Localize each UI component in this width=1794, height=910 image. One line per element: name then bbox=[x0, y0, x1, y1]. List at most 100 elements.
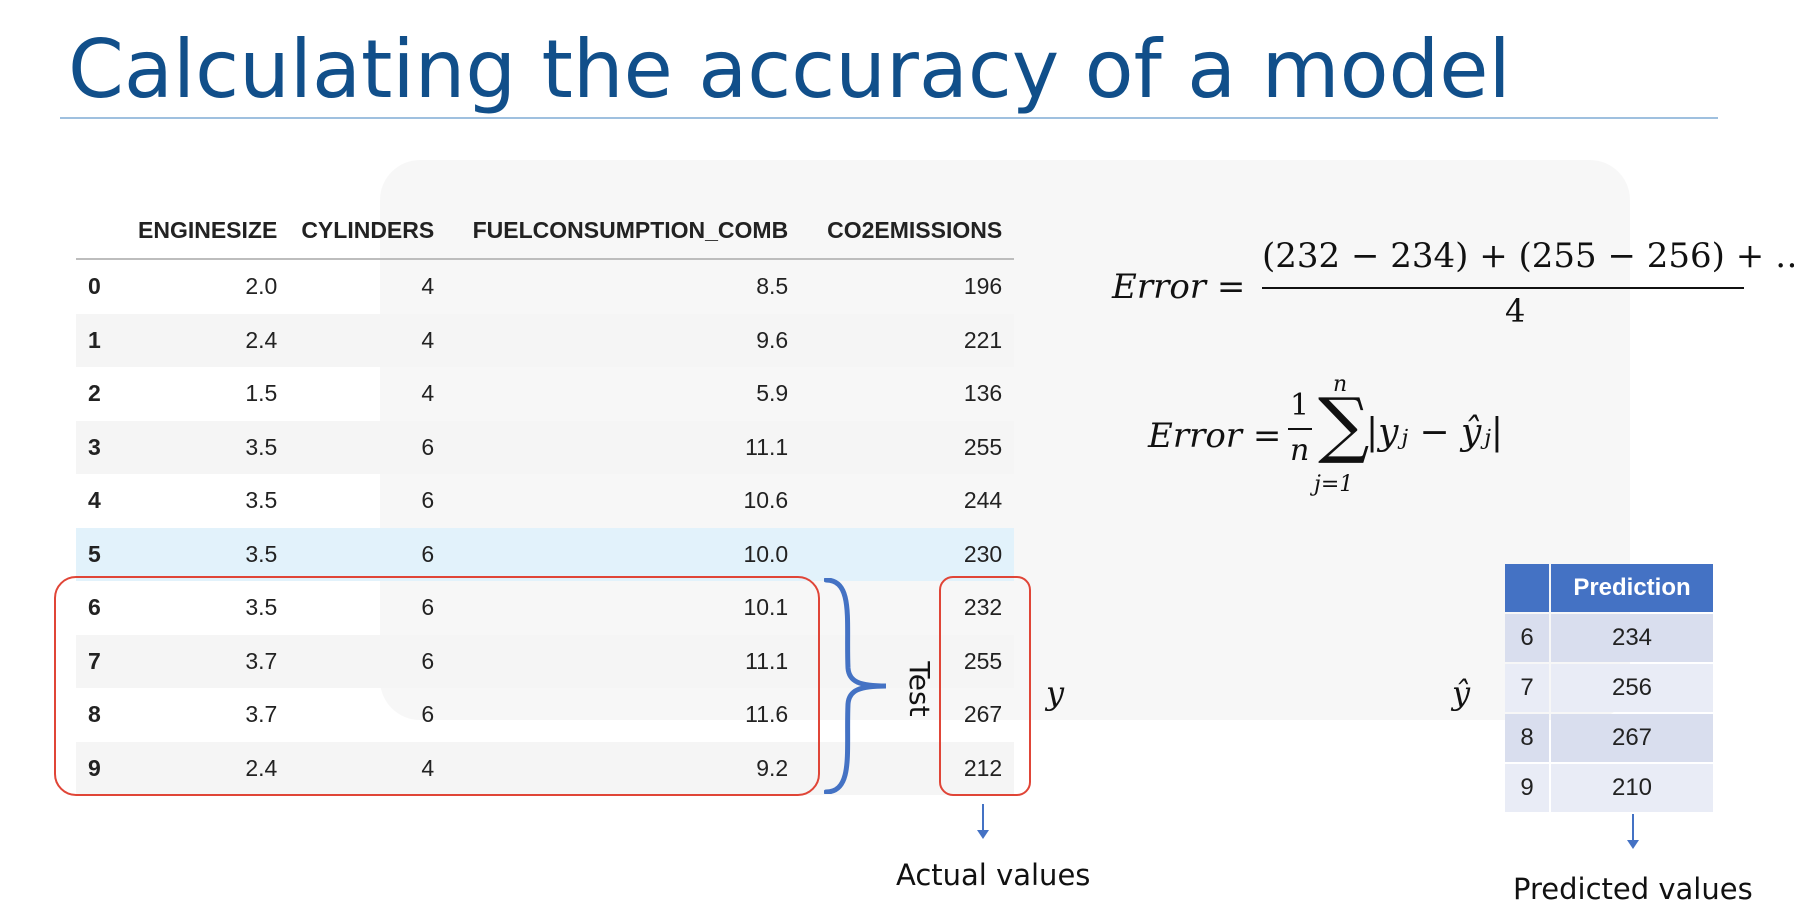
row-index: 3 bbox=[76, 420, 126, 474]
table-row: 3 3.5 6 11.1 255 bbox=[76, 420, 1015, 474]
formula1-fraction-bar bbox=[1262, 287, 1744, 289]
cell-fuelconsumption: 10.0 bbox=[446, 527, 801, 581]
cell-co2emissions: 255 bbox=[800, 634, 1015, 688]
actual-arrow-line bbox=[982, 804, 984, 832]
column-header-cylinders: CYLINDERS bbox=[289, 202, 447, 260]
prediction-index: 9 bbox=[1505, 764, 1549, 812]
sigma-icon: ∑ bbox=[1318, 382, 1370, 466]
cell-cylinders: 6 bbox=[421, 487, 435, 514]
prediction-table: Prediction 6 234 7 256 8 267 9 210 bbox=[1503, 562, 1715, 814]
cell-cylinders: 4 bbox=[289, 741, 447, 795]
formula2-fraction-bar bbox=[1288, 428, 1312, 430]
test-label: Test bbox=[903, 661, 936, 717]
cell-enginesize: 2.4 bbox=[126, 741, 290, 795]
page-title: Calculating the accuracy of a model bbox=[68, 23, 1511, 116]
formula1-lhs: Error = bbox=[1112, 267, 1246, 307]
column-header-enginesize: ENGINESIZE bbox=[126, 202, 290, 260]
cell-co2emissions: 136 bbox=[963, 380, 1003, 407]
cell-co2emissions: 230 bbox=[800, 527, 1015, 581]
prediction-row: 7 256 bbox=[1505, 664, 1713, 712]
cell-cylinders: 4 bbox=[421, 273, 435, 300]
cell-co2emissions: 221 bbox=[800, 313, 1015, 367]
column-header-fuelconsumption: FUELCONSUMPTION_COMB bbox=[446, 202, 801, 260]
predicted-arrow-line bbox=[1632, 814, 1634, 842]
table-row-test: 9 2.4 4 9.2 212 bbox=[76, 741, 1015, 795]
prediction-row: 8 267 bbox=[1505, 714, 1713, 762]
formula2-sum-lower: j=1 bbox=[1314, 472, 1354, 497]
prediction-row: 9 210 bbox=[1505, 764, 1713, 812]
cell-enginesize: 3.7 bbox=[126, 634, 290, 688]
predicted-arrow-head-icon bbox=[1627, 840, 1639, 849]
table-row: 0 2.0 4 8.5 196 bbox=[76, 259, 1014, 314]
cell-cylinders: 4 bbox=[289, 313, 447, 367]
cell-cylinders: 6 bbox=[289, 527, 447, 581]
cell-fuelconsumption: 11.1 bbox=[446, 420, 801, 474]
prediction-column-header: Prediction bbox=[1551, 564, 1713, 612]
cell-cylinders: 6 bbox=[289, 634, 447, 688]
predicted-values-label: Predicted values bbox=[1513, 872, 1753, 906]
cell-cylinders: 6 bbox=[421, 701, 435, 728]
prediction-index-header bbox=[1505, 564, 1549, 612]
cell-cylinders: 6 bbox=[421, 594, 435, 621]
title-divider bbox=[60, 117, 1718, 119]
cell-co2emissions: 232 bbox=[963, 594, 1003, 621]
column-header-index bbox=[76, 202, 126, 260]
cell-fuelconsumption: 8.5 bbox=[756, 273, 789, 300]
table-header-row: ENGINESIZE CYLINDERS FUELCONSUMPTION_COM… bbox=[76, 202, 1015, 260]
actual-arrow-head-icon bbox=[977, 830, 989, 839]
cell-co2emissions: 255 bbox=[800, 420, 1015, 474]
cell-co2emissions: 212 bbox=[800, 741, 1015, 795]
prediction-value: 256 bbox=[1551, 664, 1713, 712]
row-index: 5 bbox=[76, 527, 126, 581]
cell-enginesize: 1.5 bbox=[245, 380, 278, 407]
formula1-denominator: 4 bbox=[1505, 292, 1526, 330]
y-label: y bbox=[1046, 674, 1065, 712]
cell-cylinders: 6 bbox=[289, 420, 447, 474]
table-row-test: 8 3.7 6 11.6 267 bbox=[76, 688, 1014, 742]
row-index: 8 bbox=[88, 701, 101, 728]
cell-co2emissions: 196 bbox=[963, 273, 1003, 300]
cell-fuelconsumption: 9.2 bbox=[446, 741, 801, 795]
y-hat-label: ŷ bbox=[1452, 674, 1471, 712]
table-row-test: 6 3.5 6 10.1 232 bbox=[76, 581, 1014, 635]
cell-fuelconsumption: 11.6 bbox=[745, 701, 789, 728]
actual-values-label: Actual values bbox=[896, 858, 1091, 892]
row-index: 7 bbox=[76, 634, 126, 688]
row-index: 9 bbox=[76, 741, 126, 795]
test-brace-icon bbox=[824, 578, 887, 794]
data-table: ENGINESIZE CYLINDERS FUELCONSUMPTION_COM… bbox=[76, 202, 1015, 795]
table-row-test: 7 3.7 6 11.1 255 bbox=[76, 634, 1015, 688]
cell-co2emissions: 244 bbox=[963, 487, 1003, 514]
cell-enginesize: 3.5 bbox=[126, 527, 290, 581]
cell-enginesize: 3.7 bbox=[245, 701, 278, 728]
prediction-value: 234 bbox=[1551, 614, 1713, 662]
prediction-row: 6 234 bbox=[1505, 614, 1713, 662]
table-row-highlighted: 5 3.5 6 10.0 230 bbox=[76, 527, 1015, 581]
row-index: 0 bbox=[88, 273, 101, 300]
prediction-value: 267 bbox=[1551, 714, 1713, 762]
formula1-numerator: (232 − 234) + (255 − 256) + … bbox=[1262, 236, 1794, 276]
cell-fuelconsumption: 10.1 bbox=[743, 594, 789, 621]
formula2-numerator: 1 bbox=[1290, 388, 1310, 423]
cell-enginesize: 3.5 bbox=[245, 594, 278, 621]
prediction-value: 210 bbox=[1551, 764, 1713, 812]
cell-cylinders: 4 bbox=[421, 380, 435, 407]
cell-enginesize: 3.5 bbox=[245, 487, 278, 514]
row-index: 4 bbox=[88, 487, 101, 514]
cell-fuelconsumption: 5.9 bbox=[756, 380, 789, 407]
table-row: 1 2.4 4 9.6 221 bbox=[76, 313, 1015, 367]
formula2-sum-upper: n bbox=[1333, 372, 1348, 397]
prediction-index: 7 bbox=[1505, 664, 1549, 712]
formula2-denominator: n bbox=[1290, 433, 1310, 468]
prediction-index: 6 bbox=[1505, 614, 1549, 662]
row-index: 1 bbox=[76, 313, 126, 367]
prediction-index: 8 bbox=[1505, 714, 1549, 762]
formula2-lhs: Error = bbox=[1148, 416, 1282, 456]
prediction-header-row: Prediction bbox=[1505, 564, 1713, 612]
cell-fuelconsumption: 9.6 bbox=[446, 313, 801, 367]
cell-fuelconsumption: 10.6 bbox=[743, 487, 789, 514]
test-features-outline bbox=[54, 576, 820, 796]
row-index: 2 bbox=[88, 380, 101, 407]
cell-enginesize: 3.5 bbox=[126, 420, 290, 474]
cell-fuelconsumption: 11.1 bbox=[446, 634, 801, 688]
